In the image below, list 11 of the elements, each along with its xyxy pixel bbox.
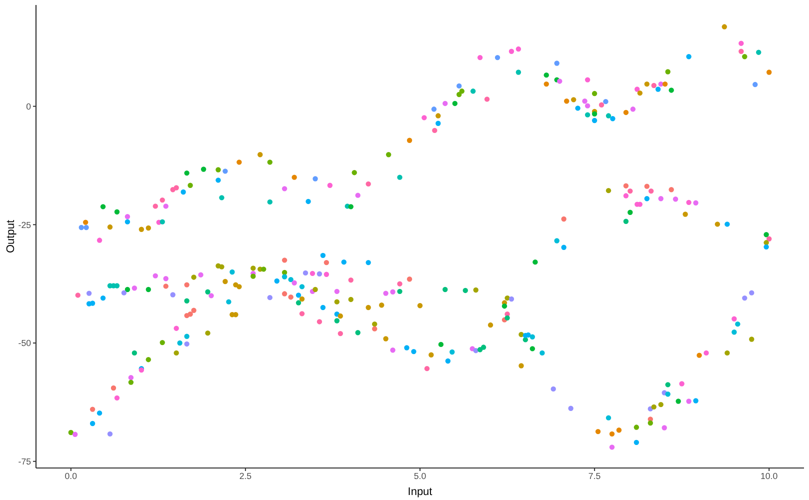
y-tick-label: -25	[18, 220, 32, 230]
y-tick-label: -50	[18, 338, 32, 348]
x-tick-label: 2.5	[239, 471, 252, 482]
y-axis-title: Output	[4, 220, 17, 254]
y-tick-label: -75	[18, 456, 32, 466]
x-tick-label: 5.0	[414, 471, 426, 482]
y-tick-label: 0	[26, 101, 32, 112]
x-axis-title: Input	[408, 486, 432, 498]
x-tick-label: 0.0	[64, 471, 78, 482]
x-tick-label: 10.0	[760, 471, 778, 482]
x-tick-label: 7.5	[588, 471, 601, 482]
